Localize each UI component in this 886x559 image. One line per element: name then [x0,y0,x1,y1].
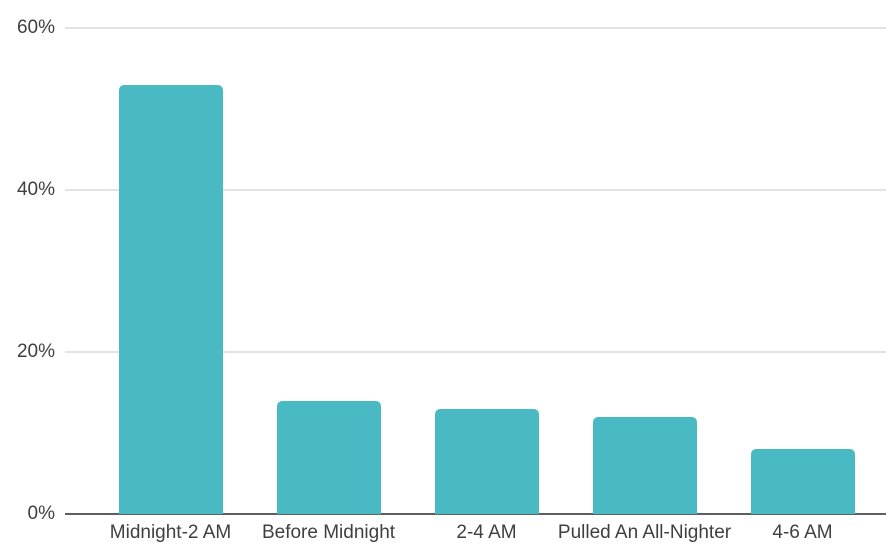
x-axis-category-label: Pulled An All-Nighter [557,522,732,543]
bar-4-6-am [750,449,855,514]
y-axis-tick-label: 0% [27,503,55,524]
bar-midnight-2-am [118,84,223,514]
x-axis-category-label: Midnight-2 AM [109,522,232,543]
plot-area: Midnight-2 AM Before Midnight 2-4 AM Pulled… [65,0,886,559]
x-axis-line [65,513,886,515]
y-axis-tick-label: 40% [16,179,55,200]
x-axis-category-label: 4-6 AM [772,522,833,543]
bar-pulled-an-all-nighter [592,416,697,514]
bar-2-4-am [434,408,539,514]
y-axis-tick-label: 20% [16,341,55,362]
gridline-20 [65,351,886,353]
x-axis-category-label: Before Midnight [261,522,396,543]
bar-before-midnight [276,400,381,514]
gridline-40 [65,189,886,191]
x-axis-category-label: 2-4 AM [456,522,517,543]
y-axis-tick-label: 60% [16,17,55,38]
gridline-60 [65,27,886,29]
